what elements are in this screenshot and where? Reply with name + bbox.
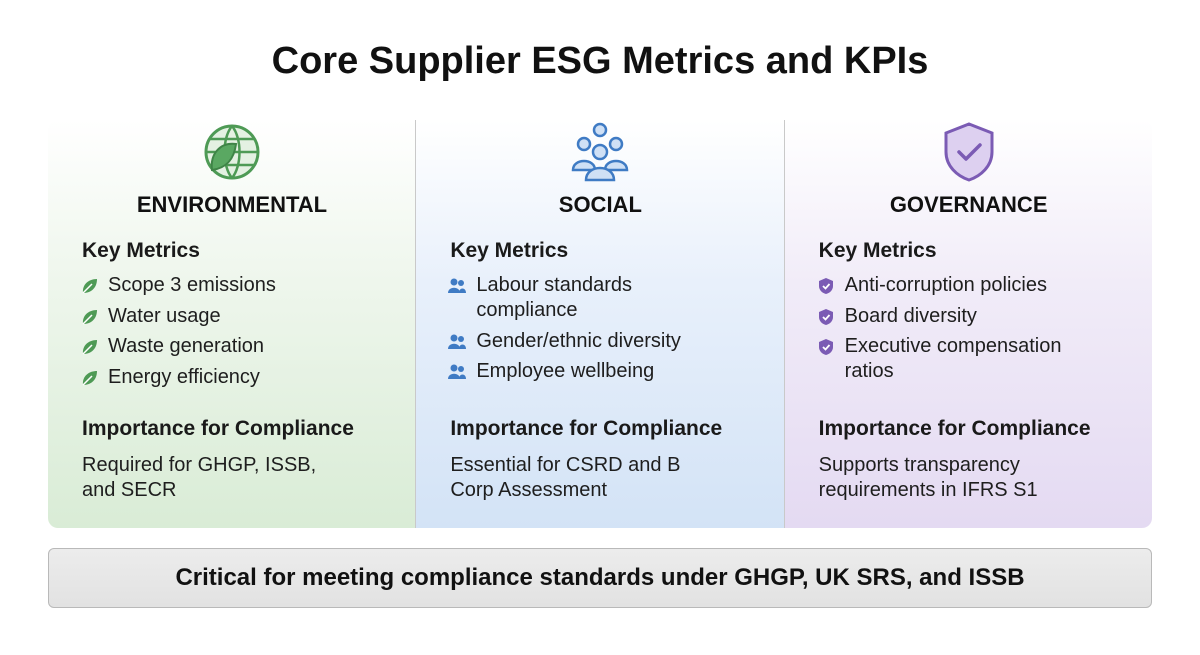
bullet-icon <box>82 279 97 294</box>
bullet-icon <box>82 340 97 355</box>
metric-item: Anti-corruption policies <box>817 273 1107 298</box>
metric-text: Executive compensation ratios <box>844 335 1062 382</box>
columns-panel: ENVIRONMENTAL Key Metrics Scope 3 emission… <box>48 120 1152 528</box>
bullet-icon <box>448 364 467 379</box>
metric-text: Waste generation <box>108 335 265 357</box>
column-heading: ENVIRONMENTAL <box>136 192 328 217</box>
metric-item: Gender/ethnic diversity <box>448 329 738 354</box>
importance-text: Essential for CSRD and B Corp Assessment <box>450 454 681 501</box>
metric-text: Energy efficiency <box>108 365 260 388</box>
metrics-label: Key Metrics <box>818 239 937 262</box>
bullet-icon <box>818 308 833 325</box>
footer-banner: Critical for meeting compliance standard… <box>48 548 1152 608</box>
metric-item: Energy efficiency <box>80 365 370 390</box>
metric-text: Employee wellbeing <box>476 360 655 382</box>
metrics-label: Key Metrics <box>82 239 200 262</box>
column-heading: SOCIAL <box>558 192 642 217</box>
metrics-list: Scope 3 emissions Water usage Waste genera… <box>80 273 370 395</box>
metric-text: Water usage <box>108 304 221 327</box>
metric-item: Employee wellbeing <box>448 359 738 384</box>
metric-item: Executive compensation ratios <box>817 334 1107 384</box>
bullet-icon <box>818 278 833 294</box>
bullet-icon <box>82 309 97 325</box>
metric-text: Anti-corruption policies <box>844 274 1047 296</box>
metric-text: Labour standards compliance <box>476 274 632 321</box>
metric-item: Water usage <box>80 304 370 329</box>
bullet-icon <box>448 334 467 349</box>
metric-item: Scope 3 emissions <box>80 273 370 298</box>
metrics-list: Anti-corruption policies Board diversity E… <box>817 273 1107 390</box>
importance-label: Importance for Compliance <box>450 417 723 440</box>
metrics-list: Labour standards compliance Gender/ethnic… <box>448 273 738 390</box>
importance-label: Importance for Compliance <box>82 417 354 440</box>
importance-text: Supports transparency requirements in IF… <box>818 454 1038 501</box>
column: GOVERNANCE Key Metrics Anti-corruption pol… <box>783 120 1152 528</box>
bullet-icon <box>818 339 833 355</box>
bullet-icon <box>82 370 97 386</box>
metric-item: Labour standards compliance <box>448 273 738 323</box>
title: Core Supplier ESG Metrics and KPIs <box>271 40 929 82</box>
metric-text: Scope 3 emissions <box>108 274 276 296</box>
bullet-icon <box>448 278 467 293</box>
people-icon <box>572 122 629 182</box>
metric-item: Waste generation <box>80 334 370 359</box>
metrics-label: Key Metrics <box>450 239 569 262</box>
metric-text: Gender/ethnic diversity <box>476 329 681 352</box>
metric-text: Board diversity <box>844 304 977 327</box>
column-heading: GOVERNANCE <box>889 192 1048 217</box>
column: ENVIRONMENTAL Key Metrics Scope 3 emission… <box>48 120 416 528</box>
importance-text: Required for GHGP, ISSB, and SECR <box>82 454 317 501</box>
importance-label: Importance for Compliance <box>818 417 1091 440</box>
globe-icon <box>204 124 260 180</box>
metric-item: Board diversity <box>817 304 1107 329</box>
column: SOCIAL Key Metrics Labour standards compli… <box>415 120 784 528</box>
shield-icon <box>944 122 994 182</box>
